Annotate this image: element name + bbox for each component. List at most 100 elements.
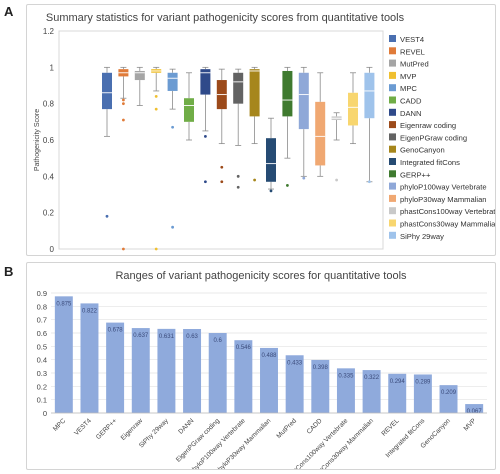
- box: [266, 138, 276, 182]
- data-label: 0.822: [82, 308, 98, 314]
- barchart-panel: Ranges of variant pathogenicity scores f…: [26, 262, 496, 474]
- x-tick-label: MVP: [463, 417, 478, 432]
- data-label: 0.875: [56, 301, 72, 307]
- outlier-point: [122, 118, 125, 122]
- outlier-point: [122, 247, 125, 251]
- legend-swatch: [389, 59, 396, 67]
- legend-swatch: [389, 170, 396, 178]
- legend-label: MPC: [400, 84, 417, 93]
- x-tick-label: Eigenraw: [120, 417, 145, 442]
- bar: [388, 373, 407, 413]
- box: [233, 72, 244, 104]
- y-tick-label: 0.2: [43, 209, 55, 218]
- outlier-point: [368, 180, 371, 184]
- legend-swatch: [389, 182, 396, 190]
- outlier-point: [220, 180, 224, 184]
- boxplot-chart: Summary statistics for variant pathogeni…: [34, 12, 500, 254]
- data-label: 0.067: [467, 409, 483, 415]
- bar: [234, 340, 253, 413]
- box: [364, 72, 375, 119]
- x-tick-label: GERP++: [95, 417, 119, 441]
- legend-label: phastCons100way Vertebrate: [400, 207, 495, 216]
- data-label: 0.335: [338, 373, 354, 379]
- bar: [157, 328, 176, 413]
- bar: [54, 296, 73, 413]
- legend-label: MutPred: [400, 60, 429, 69]
- legend-label: SiPhy 29way: [400, 232, 444, 241]
- y-tick-label: 0.4: [37, 356, 47, 365]
- y-tick-label: 0.6: [43, 136, 55, 145]
- y-tick-label: 0.8: [37, 302, 47, 311]
- legend-swatch: [389, 47, 396, 55]
- outlier-point: [171, 125, 175, 129]
- box: [249, 69, 260, 117]
- legend-swatch: [389, 158, 396, 165]
- chart-title: Summary statistics for variant pathogeni…: [46, 12, 405, 24]
- y-tick-label: 0.5: [37, 342, 47, 351]
- y-tick-label: 0.6: [37, 329, 47, 338]
- outlier-point: [204, 134, 207, 138]
- legend-label: EigenPGraw coding: [400, 133, 467, 142]
- legend-label: GenoCanyon: [400, 146, 445, 155]
- outlier-point: [154, 107, 158, 111]
- bar: [183, 329, 202, 413]
- legend-label: phyloP30way Mammalian: [400, 195, 487, 204]
- bar: [362, 370, 381, 413]
- legend-swatch: [389, 194, 396, 202]
- legend-swatch: [389, 121, 396, 129]
- bar: [260, 347, 278, 413]
- data-label: 0.6: [214, 338, 223, 344]
- data-label: 0.678: [108, 328, 124, 334]
- bar: [80, 303, 99, 413]
- y-tick-label: 0.9: [37, 289, 47, 298]
- panel-a-label: A: [4, 4, 14, 19]
- legend-label: Eigenraw coding: [400, 121, 456, 130]
- outlier-point: [122, 98, 125, 102]
- legend-label: DANN: [400, 109, 422, 118]
- outlier-point: [105, 214, 109, 218]
- outlier-point: [236, 185, 240, 189]
- outlier-point: [154, 247, 158, 251]
- data-label: 0.631: [159, 334, 175, 340]
- outlier-point: [269, 189, 273, 193]
- legend-swatch: [389, 145, 396, 153]
- bar: [465, 404, 484, 413]
- data-label: 0.488: [261, 353, 277, 359]
- bar: [106, 322, 125, 413]
- chart-title: Ranges of variant pathogenicity scores f…: [115, 270, 407, 282]
- bar: [413, 374, 432, 413]
- legend-swatch: [389, 96, 396, 104]
- legend-label: REVEL: [400, 47, 425, 56]
- legend-swatch: [389, 84, 396, 92]
- legend-swatch: [389, 108, 396, 116]
- box: [315, 101, 326, 166]
- legend-label: GERP++: [400, 170, 431, 179]
- outlier-point: [236, 174, 240, 178]
- legend-label: CADD: [400, 97, 422, 106]
- data-label: 0.294: [390, 379, 406, 385]
- y-tick-label: 0: [43, 409, 47, 418]
- data-label: 0.546: [236, 345, 252, 351]
- legend-label: Integrated fitCons: [400, 158, 460, 167]
- legend-label: MVP: [400, 72, 416, 81]
- outlier-point: [204, 180, 207, 184]
- legend-swatch: [389, 231, 396, 239]
- data-label: 0.637: [133, 333, 149, 339]
- bar-chart: Ranges of variant pathogenicity scores f…: [37, 270, 487, 474]
- legend-label: VEST4: [400, 35, 424, 44]
- x-tick-label: MutPred: [275, 417, 298, 440]
- outlier-point: [302, 176, 306, 180]
- legend-swatch: [389, 207, 396, 215]
- data-label: 0.289: [415, 379, 431, 385]
- y-tick-label: 1.2: [43, 27, 55, 36]
- bar: [285, 355, 304, 413]
- outlier-point: [286, 184, 289, 187]
- outlier-point: [335, 178, 338, 182]
- plot-area: [58, 30, 384, 250]
- boxplot-panel: Summary statistics for variant pathogeni…: [26, 4, 500, 256]
- y-axis-title: Pathogenicity Score: [34, 109, 41, 171]
- x-tick-label: VEST4: [73, 417, 93, 437]
- x-tick-label: REVEL: [380, 417, 400, 437]
- bar: [311, 359, 330, 413]
- box: [200, 69, 211, 95]
